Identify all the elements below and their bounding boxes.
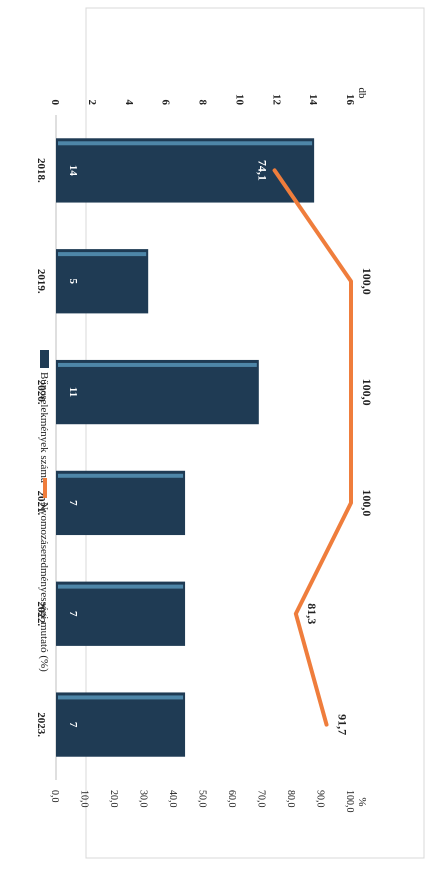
bar-highlight <box>58 695 184 700</box>
bar-value-labels: 14 5 11 7 7 7 <box>67 165 79 728</box>
right-axis-tick-label: 100,0 <box>344 790 355 813</box>
right-axis-tick-label: 30,0 <box>138 790 149 808</box>
bar-highlight <box>58 473 184 478</box>
right-axis-tick-label: 80,0 <box>285 790 296 808</box>
right-axis-tick-label: 70,0 <box>256 790 267 808</box>
left-axis-tick-label: 4 <box>123 100 135 106</box>
right-axis-tick-label: 50,0 <box>197 790 208 808</box>
right-axis-tick-label: 90,0 <box>315 790 326 808</box>
bar-series <box>56 138 315 757</box>
x-axis-tick-label: 2018. <box>35 158 47 183</box>
x-axis-tick-label: 2019. <box>35 269 47 294</box>
line-value-labels: 74,1 100,0 100,0 100,0 81,3 91,7 <box>256 160 374 735</box>
line-value-label: 100,0 <box>360 489 374 516</box>
x-axis: 2018.2019.2020.2021.2022.2023. <box>35 158 47 737</box>
chart-border <box>85 7 425 859</box>
bar <box>56 359 259 425</box>
bar-value-label: 5 <box>67 279 79 285</box>
line-value-label: 100,0 <box>360 379 374 406</box>
bar <box>56 692 186 757</box>
bar-highlight <box>58 252 147 257</box>
legend: Bűncselekmények száma Nyomozáseredményes… <box>38 350 50 672</box>
left-axis-tick-label: 6 <box>160 100 172 106</box>
bar-value-label: 7 <box>67 611 79 617</box>
bar-value-label: 11 <box>67 387 79 397</box>
left-axis-tick-label: 12 <box>270 94 282 106</box>
series-line <box>272 168 353 727</box>
bar-highlight <box>58 362 257 367</box>
legend-label-bars: Bűncselekmények száma <box>38 372 50 483</box>
legend-swatch-bars <box>40 350 49 368</box>
line-value-label: 100,0 <box>360 268 374 295</box>
line-value-label: 81,3 <box>305 603 319 624</box>
line-series <box>272 168 353 727</box>
right-axis-tick-label: 0,0 <box>49 790 60 803</box>
right-axis-tick-label: 20,0 <box>108 790 119 808</box>
bar <box>56 470 186 536</box>
x-axis-tick-label: 2020. <box>35 380 47 405</box>
left-axis-tick-label: 16 <box>344 94 356 106</box>
bar-value-label: 14 <box>67 165 79 177</box>
bar-value-label: 7 <box>67 722 79 728</box>
line-value-label: 91,7 <box>336 714 350 735</box>
bar-highlight <box>58 584 184 589</box>
right-y-axis: 0,0 10,0 20,0 30,0 40,0 50,0 60,0 70,0 80,0 90,0 1… <box>49 790 368 813</box>
bar <box>56 138 315 203</box>
right-axis-tick-label: 40,0 <box>167 790 178 808</box>
left-axis-unit: db <box>356 88 368 100</box>
right-axis-tick-label: 10,0 <box>79 790 90 808</box>
bar <box>56 249 149 314</box>
left-axis-tick-label: 0 <box>49 100 61 106</box>
left-axis-tick-label: 8 <box>197 100 209 106</box>
left-axis-tick-label: 14 <box>307 94 319 106</box>
line-value-label: 74,1 <box>256 160 270 181</box>
legend-label-line: Nyomozáseredményességi mutató (%) <box>38 502 50 672</box>
left-axis-tick-label: 2 <box>86 100 98 106</box>
x-axis-tick-label: 2023. <box>35 712 47 737</box>
left-axis-tick-label: 10 <box>233 94 245 106</box>
right-axis-unit: % <box>356 797 368 806</box>
bar-highlight <box>58 141 313 146</box>
x-axis-tick-label: 2022. <box>35 601 47 626</box>
right-axis-tick-label: 60,0 <box>226 790 237 808</box>
bar <box>56 581 186 646</box>
bar-value-label: 7 <box>67 500 79 506</box>
